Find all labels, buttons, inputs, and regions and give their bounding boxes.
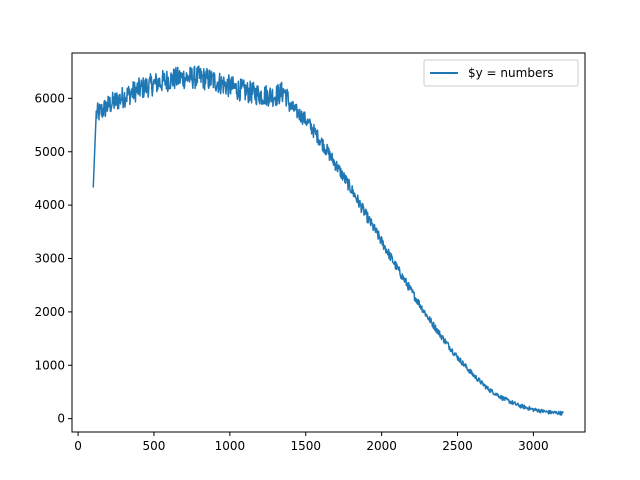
legend: $y = numbers <box>423 59 579 87</box>
x-tick-label: 3000 <box>518 439 549 453</box>
x-tick-label: 1000 <box>215 439 246 453</box>
legend-label: $y = numbers <box>468 66 554 80</box>
legend-box <box>423 59 579 87</box>
y-tick-label: 0 <box>57 412 65 426</box>
x-axis: 0 500 1000 1500 2000 2500 3000 <box>74 432 549 453</box>
x-tick-label: 2000 <box>366 439 397 453</box>
plot-frame <box>71 52 586 433</box>
y-tick-label: 5000 <box>34 145 65 159</box>
x-tick-label: 2500 <box>442 439 473 453</box>
x-tick-label: 500 <box>143 439 166 453</box>
y-tick-label: 4000 <box>34 198 65 212</box>
y-tick-label: 6000 <box>34 91 65 105</box>
y-axis: 0 1000 2000 3000 4000 5000 6000 <box>34 91 72 426</box>
x-tick-label: 1500 <box>290 439 321 453</box>
y-tick-label: 2000 <box>34 305 65 319</box>
y-tick-label: 1000 <box>34 358 65 372</box>
series-line-0 <box>92 65 564 416</box>
y-tick-label: 3000 <box>34 252 65 266</box>
x-tick-label: 0 <box>74 439 82 453</box>
